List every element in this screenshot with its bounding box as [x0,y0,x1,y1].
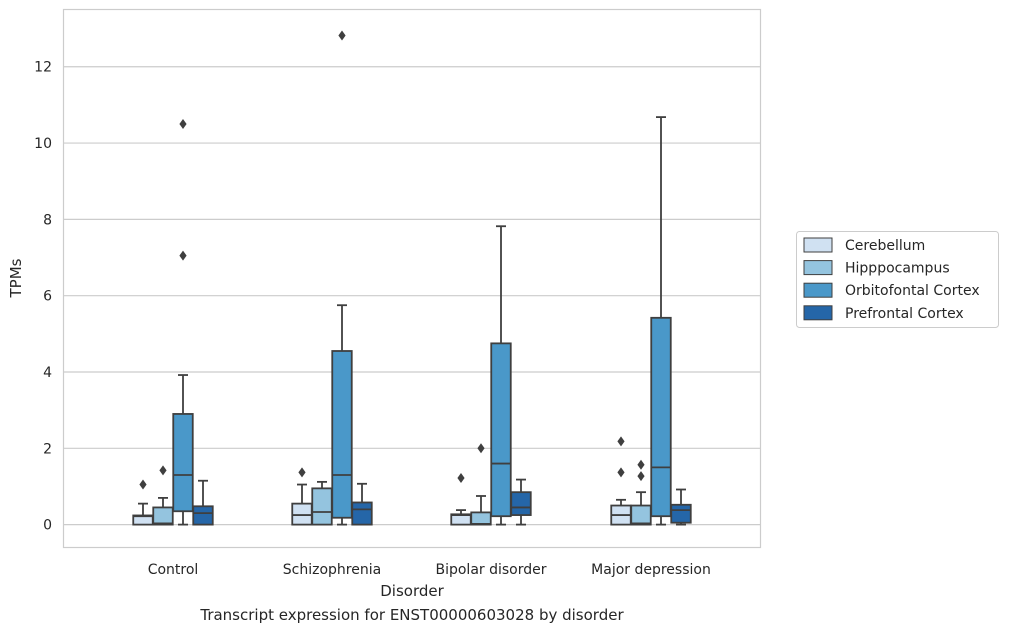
plot-area [132,30,692,526]
y-tick-label: 8 [43,212,52,228]
box-prefrontal-cortex-2 [510,478,532,526]
box-hipppocampus-0 [152,465,174,526]
x-axis-label: Disorder [380,582,444,600]
legend-label: Prefrontal Cortex [845,306,964,322]
outlier-point [139,479,147,490]
outlier-point [617,436,625,447]
y-tick-label: 10 [34,136,52,152]
legend-label: Cerebellum [845,238,925,254]
x-tick-label: Schizophrenia [283,562,381,578]
legend-frame [796,231,999,328]
box-cerebellum-3 [610,436,632,526]
box-body [470,511,492,526]
box-body [291,502,313,526]
box-body [152,506,174,526]
y-tick-label: 6 [43,289,52,305]
box-orbitofontal-cortex-1 [331,30,353,526]
box-cerebellum-1 [291,467,313,526]
legend: Cerebellum Hipppocampus Orbitofontal Corte… [796,231,999,328]
x-tick-label: Bipolar disorder [435,562,546,578]
box-cerebellum-2 [450,473,472,526]
x-tick-label: Control [148,562,199,578]
box-body [311,487,333,526]
y-axis-ticks: 0 2 4 6 8 10 12 [34,60,52,534]
x-tick-label: Major depression [591,562,711,578]
box-hipppocampus-3 [630,459,652,526]
outlier-point [637,459,645,470]
outlier-point [179,250,187,261]
y-tick-label: 0 [43,518,52,534]
y-tick-label: 12 [34,60,52,76]
y-axis-label: TPMs [7,258,25,298]
plot-frame [62,8,762,549]
box-prefrontal-cortex-3 [670,488,692,526]
outlier-point [159,465,167,476]
y-tick-label: 2 [43,441,52,457]
outlier-point [338,30,346,41]
box-body [670,503,692,524]
legend-swatch [803,237,833,253]
x-axis-ticks: Control Schizophrenia Bipolar disorder Majo… [148,562,711,578]
box-hipppocampus-2 [470,443,492,526]
box-body [490,342,512,518]
box-prefrontal-cortex-0 [192,479,214,526]
outlier-point [617,467,625,478]
outlier-point [179,118,187,129]
box-hipppocampus-1 [311,480,333,526]
box-body [331,350,353,519]
legend-swatch [803,305,833,321]
y-tick-label: 4 [43,365,52,381]
legend-label: Hipppocampus [845,261,950,277]
outlier-point [637,471,645,482]
outlier-point [298,467,306,478]
box-orbitofontal-cortex-3 [650,116,672,526]
box-body [172,413,194,513]
outlier-point [477,443,485,454]
box-body [192,505,214,526]
box-orbitofontal-cortex-0 [172,118,194,526]
box-body [510,491,532,516]
legend-swatch [803,260,833,276]
figure-caption: Transcript expression for ENST0000060302… [200,606,624,624]
legend-swatch [803,282,833,298]
box-orbitofontal-cortex-2 [490,225,512,526]
box-body [630,504,652,526]
box-cerebellum-0 [132,479,154,526]
box-prefrontal-cortex-1 [351,482,373,526]
box-body [351,501,373,526]
box-body [650,316,672,518]
legend-label: Orbitofontal Cortex [845,283,980,299]
outlier-point [457,473,465,484]
